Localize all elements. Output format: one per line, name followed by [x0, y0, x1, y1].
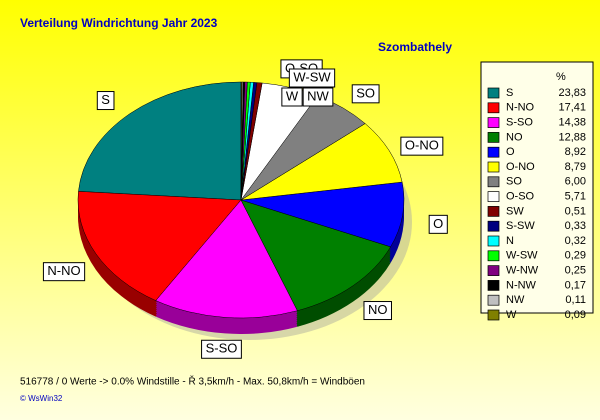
slice-label: W-SW [288, 68, 336, 88]
legend-swatch [487, 87, 500, 99]
slice-label-box [351, 84, 380, 104]
legend-label: SW [506, 205, 524, 217]
legend-swatch [487, 146, 500, 158]
chart-title: Verteilung Windrichtung Jahr 2023 [20, 16, 218, 30]
legend-swatch [487, 191, 500, 202]
legend-swatch [487, 206, 500, 217]
chart-subtitle: Szombathely [378, 40, 452, 54]
slice-label-text: NW [307, 88, 329, 103]
slice [77, 191, 242, 301]
slice [155, 199, 298, 319]
slice-label-box [42, 262, 86, 282]
slice-label: NW [302, 87, 334, 107]
legend-label: S-SW [506, 220, 535, 232]
slice-label-text: NO [368, 302, 388, 317]
slice-label-box [302, 87, 334, 107]
legend-value: 0,11 [565, 294, 586, 306]
slice [240, 199, 391, 311]
slice [78, 81, 242, 201]
legend-value: 0,17 [565, 279, 586, 291]
slice-label-text: S [101, 92, 110, 107]
legend-title: % [556, 71, 566, 83]
slice-label-text: W [286, 88, 299, 103]
legend-swatch [487, 280, 500, 291]
slice-label-text: S-SO [206, 341, 238, 356]
slice-label: N-NO [42, 262, 86, 282]
slice-label-box [288, 68, 336, 88]
slice-label-box [201, 339, 242, 359]
slice-label: O [428, 214, 448, 234]
legend-label: NW [506, 294, 525, 306]
legend-label: O-SO [506, 191, 535, 203]
slice-label-text: O [433, 216, 443, 231]
footer: 516778 / 0 Werte -> 0.0% Windstille - Ř … [20, 375, 365, 388]
legend-swatch [487, 265, 500, 276]
legend-swatch [487, 176, 500, 188]
legend-label: O-NO [506, 161, 535, 173]
legend-label: N-NO [506, 102, 535, 114]
slice-label: S [96, 91, 115, 111]
legend-label: W-SW [506, 250, 538, 262]
legend-swatch [487, 161, 500, 173]
legend-value: 23,83 [558, 87, 586, 99]
slice-label-text: N-NO [47, 263, 80, 278]
legend-label: SO [506, 176, 522, 188]
legend-swatch [487, 235, 500, 247]
legend-value: 0,32 [565, 235, 586, 247]
slice-label-text: W-SW [293, 69, 331, 84]
legend-value: 0,25 [565, 265, 586, 277]
legend-box [480, 61, 594, 314]
slice-label-box [400, 136, 444, 156]
slice-label-box [96, 91, 115, 111]
legend-value: 0,33 [565, 220, 586, 232]
legend-value: 8,79 [565, 161, 586, 173]
legend-value: 17,41 [558, 102, 586, 114]
slice-label: S-SO [201, 339, 242, 359]
legend-swatch [487, 309, 500, 321]
slice-label: W [281, 87, 303, 107]
legend-swatch [487, 220, 500, 232]
legend-swatch [487, 250, 500, 262]
legend-label: N-NW [506, 279, 537, 291]
slice-label: NO [363, 301, 392, 321]
legend-value: 0,29 [565, 250, 586, 262]
slice [240, 81, 243, 201]
slice-label-text: O-NO [405, 138, 439, 153]
legend-value: 6,00 [565, 176, 586, 188]
slice-label-box [363, 301, 392, 321]
slice-label: SO [351, 84, 380, 104]
legend-swatch [487, 102, 500, 114]
slice-label-box [428, 214, 448, 234]
slice-label-text: SO [356, 85, 375, 100]
legend-label: N [506, 235, 514, 247]
legend-swatch [487, 294, 500, 306]
legend-value: 12,88 [558, 131, 586, 143]
legend-label: W-NW [506, 265, 539, 277]
legend-label: S [506, 87, 513, 99]
legend-label: NO [506, 131, 523, 143]
legend-value: 0,09 [565, 309, 586, 321]
legend-value: 0,51 [565, 205, 586, 217]
slice-label: O-NO [400, 136, 444, 156]
legend-label: S-SO [506, 117, 533, 129]
legend-swatch [487, 132, 500, 143]
legend-label: O [506, 146, 515, 158]
legend-value: 8,92 [565, 146, 586, 158]
slice-label-box [281, 87, 303, 107]
legend-value: 5,71 [565, 191, 586, 203]
legend-label: W [506, 309, 517, 321]
legend-value: 14,38 [558, 117, 586, 129]
copyright: © WsWin32 [20, 394, 63, 403]
slice [240, 181, 405, 248]
slice [240, 123, 403, 201]
legend-swatch [487, 117, 500, 128]
